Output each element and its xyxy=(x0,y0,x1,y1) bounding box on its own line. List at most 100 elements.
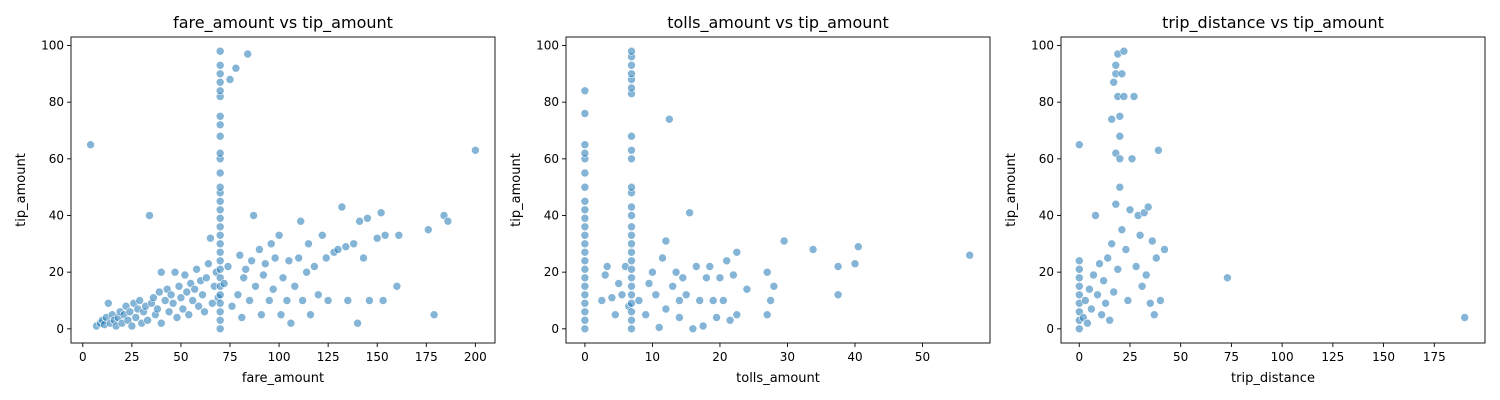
data-point xyxy=(333,245,343,254)
data-point xyxy=(1156,296,1165,305)
data-point xyxy=(278,273,288,283)
x-tick-label: 150 xyxy=(366,350,389,364)
data-point xyxy=(668,281,678,291)
data-point xyxy=(290,281,300,291)
y-axis-label: tip_amount xyxy=(14,153,29,227)
scatter-points xyxy=(1075,46,1469,334)
data-point xyxy=(1097,310,1106,320)
data-point xyxy=(313,290,323,300)
data-point xyxy=(1460,313,1469,322)
data-point xyxy=(135,296,144,305)
data-point xyxy=(688,324,698,334)
data-point xyxy=(259,270,268,280)
x-tick-label: 30 xyxy=(780,350,795,364)
data-point xyxy=(654,323,664,332)
data-point xyxy=(627,324,636,334)
data-point xyxy=(215,239,225,249)
data-point xyxy=(627,61,636,70)
data-point xyxy=(215,120,225,130)
data-point xyxy=(1117,69,1127,79)
data-point xyxy=(1075,140,1084,149)
data-point xyxy=(602,262,612,271)
data-point xyxy=(239,273,248,283)
data-point xyxy=(1150,310,1159,320)
data-point xyxy=(627,239,636,249)
x-axis-label: tolls_amount xyxy=(736,371,820,386)
data-point xyxy=(695,296,705,305)
data-point xyxy=(627,146,636,155)
y-tick-label: 100 xyxy=(1031,39,1054,53)
data-point xyxy=(192,264,201,274)
data-point xyxy=(580,148,590,158)
data-point xyxy=(580,307,590,317)
data-point xyxy=(1154,146,1163,155)
data-point xyxy=(149,293,158,303)
data-point xyxy=(157,318,166,328)
data-point xyxy=(337,202,347,212)
y-tick-label: 100 xyxy=(536,39,559,53)
data-point xyxy=(174,281,184,291)
scatter-points xyxy=(86,46,480,334)
data-point xyxy=(131,313,141,322)
y-tick-label: 80 xyxy=(49,95,64,109)
data-point xyxy=(1119,46,1129,56)
data-point xyxy=(286,318,296,328)
x-tick-label: 175 xyxy=(1423,350,1446,364)
data-point xyxy=(341,242,351,251)
data-point xyxy=(380,231,390,240)
data-point xyxy=(215,148,225,158)
data-point xyxy=(708,296,718,305)
x-tick-label: 100 xyxy=(268,350,291,364)
data-point xyxy=(1075,273,1084,283)
data-point xyxy=(1115,182,1125,192)
data-point xyxy=(1099,276,1108,286)
data-point xyxy=(365,296,374,305)
data-point xyxy=(1093,290,1102,300)
x-tick-label: 175 xyxy=(415,350,438,364)
data-point xyxy=(580,86,590,96)
data-point xyxy=(580,205,590,215)
data-point xyxy=(698,321,708,331)
data-point xyxy=(215,205,225,215)
data-point xyxy=(627,248,636,257)
data-point xyxy=(215,197,225,206)
data-point xyxy=(423,225,433,234)
data-point xyxy=(1115,154,1125,164)
data-point xyxy=(1143,202,1153,212)
data-point xyxy=(627,46,636,56)
data-point xyxy=(276,310,286,320)
data-point xyxy=(231,63,241,73)
data-point xyxy=(600,270,610,280)
data-point xyxy=(282,296,292,305)
data-point xyxy=(176,293,186,303)
data-point xyxy=(266,239,276,249)
data-point xyxy=(1115,112,1125,121)
data-point xyxy=(270,253,280,263)
data-point xyxy=(675,313,684,322)
data-point xyxy=(215,214,225,223)
data-point xyxy=(145,211,154,220)
data-point xyxy=(206,233,215,243)
y-tick-label: 20 xyxy=(1039,265,1054,279)
data-point xyxy=(1109,287,1118,297)
chart-title: fare_amount vs tip_amount xyxy=(173,13,393,33)
data-point xyxy=(321,253,331,263)
scatter-points xyxy=(580,46,975,334)
data-point xyxy=(627,264,636,274)
data-point xyxy=(627,256,636,266)
data-point xyxy=(627,69,636,79)
data-point xyxy=(215,324,225,334)
data-point xyxy=(627,154,636,164)
data-point xyxy=(627,315,636,325)
data-point xyxy=(1137,281,1147,291)
data-point xyxy=(675,296,684,305)
chart-panel-1: fare_amount vs tip_amount 0 25 50 75 100 125 15… xyxy=(14,13,496,386)
data-point xyxy=(125,307,135,317)
data-point xyxy=(251,281,260,291)
data-point xyxy=(343,296,353,305)
x-tick-label: 0 xyxy=(581,350,589,364)
data-point xyxy=(170,267,180,277)
data-point xyxy=(627,131,636,141)
data-point xyxy=(1223,273,1232,283)
data-point xyxy=(725,315,735,325)
